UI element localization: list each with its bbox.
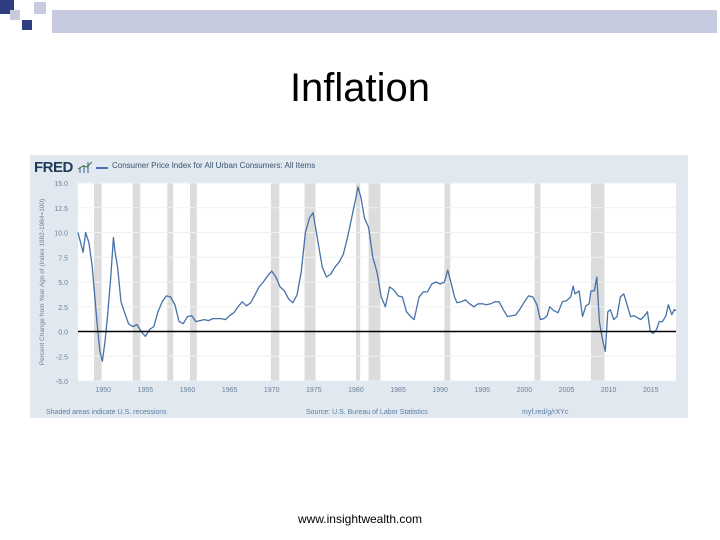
legend-label: Consumer Price Index for All Urban Consu… (112, 161, 316, 170)
y-tick-label: 10.0 (54, 231, 68, 238)
x-tick-label: 2000 (517, 387, 533, 394)
y-tick-label: -2.5 (56, 354, 68, 361)
x-tick-label: 1965 (222, 387, 238, 394)
x-tick-label: 1985 (390, 387, 406, 394)
x-tick-label: 1960 (180, 387, 196, 394)
y-tick-label: 5.0 (58, 280, 68, 287)
x-tick-label: 1975 (306, 387, 322, 394)
decorative-squares-graphic (0, 0, 46, 30)
cpi-line-chart: 15.0 12.5 10.0 7.5 5.0 2.5 0.0 -2.5 -5.0 1950 1955… (39, 181, 677, 394)
y-tick-label: 15.0 (54, 181, 68, 188)
site-url[interactable]: www.insightwealth.com (297, 512, 423, 526)
y-tick-label: -5.0 (56, 379, 68, 386)
y-tick-label: 7.5 (58, 255, 68, 262)
recession-note: Shaded areas indicate U.S. recessions (46, 409, 167, 416)
slide-title: Inflation (289, 66, 431, 110)
cpi-series-line (77, 186, 677, 362)
chart-panel: FRED Consumer Price Index for All Urban … (30, 155, 688, 418)
header-stripe (52, 10, 717, 33)
y-tick-label: 12.5 (54, 206, 68, 213)
x-tick-label: 1995 (474, 387, 490, 394)
y-tick-label: 0.0 (58, 330, 68, 337)
source-note: Source: U.S. Bureau of Labor Statistics (306, 409, 428, 416)
y-axis-label: Percent Change from Year Ago of (Index 1… (39, 199, 46, 365)
chart-link[interactable]: myf.red/g/rXYc (522, 409, 569, 416)
fred-chart-icon (78, 161, 92, 173)
x-tick-label: 2015 (643, 387, 659, 394)
decorative-squares (0, 0, 720, 40)
x-tick-label: 1950 (95, 387, 111, 394)
y-tick-label: 2.5 (58, 305, 68, 312)
x-tick-label: 1955 (138, 387, 154, 394)
fred-logo: FRED (34, 159, 73, 176)
x-tick-label: 1990 (432, 387, 448, 394)
legend-swatch (96, 167, 108, 169)
x-tick-label: 1980 (348, 387, 364, 394)
x-tick-label: 2010 (601, 387, 617, 394)
x-tick-label: 1970 (264, 387, 280, 394)
x-tick-label: 2005 (559, 387, 575, 394)
